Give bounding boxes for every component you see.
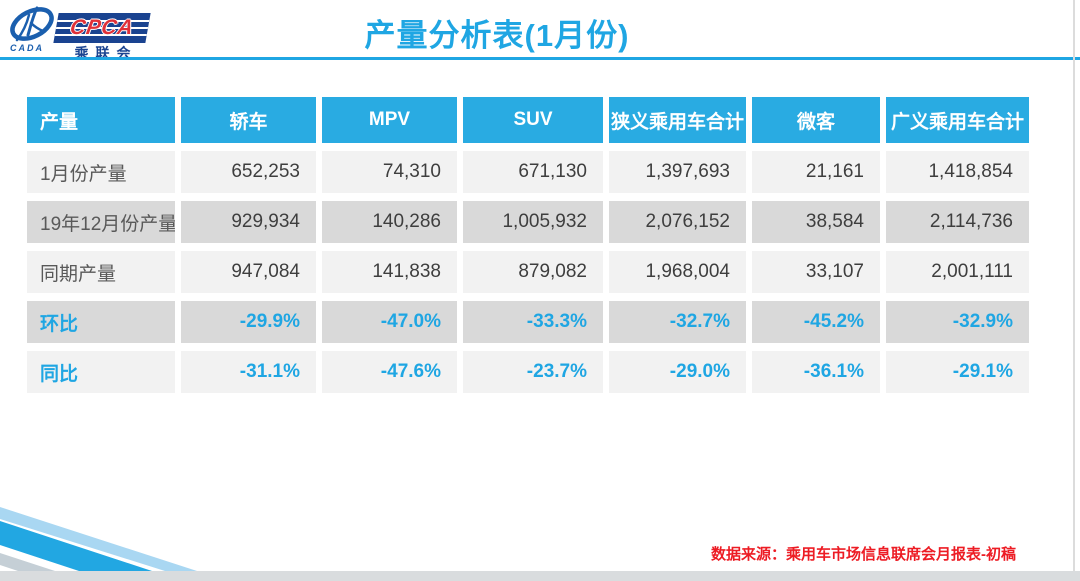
cell: -36.1% [752, 351, 880, 393]
cell: -29.1% [886, 351, 1029, 393]
cell: 671,130 [463, 151, 603, 193]
corner-stripes-decoration [0, 507, 197, 571]
cell: -29.0% [609, 351, 746, 393]
cell: -47.0% [322, 301, 457, 343]
cell: 1,968,004 [609, 251, 746, 293]
cell: -47.6% [322, 351, 457, 393]
page-right-edge [1073, 0, 1075, 581]
cell: 947,084 [181, 251, 316, 293]
header-divider [0, 57, 1080, 60]
cell: -33.3% [463, 301, 603, 343]
cada-label: CADA [10, 43, 44, 53]
column-header-0: 产量 [27, 97, 175, 143]
table-row: 同比 -31.1% -47.6% -23.7% -29.0% -36.1% -29.1% [27, 351, 1029, 393]
cell: 2,076,152 [609, 201, 746, 243]
cell: 879,082 [463, 251, 603, 293]
row-label: 1月份产量 [27, 151, 175, 193]
cell: 21,161 [752, 151, 880, 193]
cell: -31.1% [181, 351, 316, 393]
page-bottom-bar [0, 571, 1080, 581]
row-label: 环比 [27, 301, 175, 343]
cell: 1,418,854 [886, 151, 1029, 193]
cell: -32.9% [886, 301, 1029, 343]
cell: -32.7% [609, 301, 746, 343]
column-header-6: 广义乘用车合计 [886, 97, 1029, 143]
cell: 2,001,111 [886, 251, 1029, 293]
cell: 929,934 [181, 201, 316, 243]
row-label: 同期产量 [27, 251, 175, 293]
table-row: 1月份产量 652,253 74,310 671,130 1,397,693 21,161… [27, 151, 1029, 193]
cell: -29.9% [181, 301, 316, 343]
column-header-5: 微客 [752, 97, 880, 143]
column-header-2: MPV [322, 97, 457, 143]
page-title: 产量分析表(1月份) [364, 18, 630, 53]
production-table: 产量 轿车 MPV SUV 狭义乘用车合计 微客 广义乘用车合计 1月份产量 652,253 7… [21, 89, 1035, 401]
row-label: 19年12月份产量 [27, 201, 175, 243]
cell: -45.2% [752, 301, 880, 343]
cell: 141,838 [322, 251, 457, 293]
cell: -23.7% [463, 351, 603, 393]
table-row: 19年12月份产量 929,934 140,286 1,005,932 2,076,15… [27, 201, 1029, 243]
column-header-4: 狭义乘用车合计 [609, 97, 746, 143]
header-band: CADA CPCA 乘联会 产量分析表(1月份) [0, 0, 1080, 61]
data-source-note: 数据来源：乘用车市场信息联席会月报表-初稿 [711, 546, 1016, 563]
table-row: 环比 -29.9% -47.0% -33.3% -32.7% -45.2% -32.9% [27, 301, 1029, 343]
cell: 140,286 [322, 201, 457, 243]
cell: 1,397,693 [609, 151, 746, 193]
cell: 38,584 [752, 201, 880, 243]
cell: 2,114,736 [886, 201, 1029, 243]
cell: 33,107 [752, 251, 880, 293]
table-row: 同期产量 947,084 141,838 879,082 1,968,004 33,107… [27, 251, 1029, 293]
row-label: 同比 [27, 351, 175, 393]
column-header-1: 轿车 [181, 97, 316, 143]
cell: 74,310 [322, 151, 457, 193]
cell: 1,005,932 [463, 201, 603, 243]
cell: 652,253 [181, 151, 316, 193]
column-header-3: SUV [463, 97, 603, 143]
cada-emblem-icon [10, 6, 54, 42]
table-body: 1月份产量 652,253 74,310 671,130 1,397,693 21,161… [27, 151, 1029, 393]
table-header-row: 产量 轿车 MPV SUV 狭义乘用车合计 微客 广义乘用车合计 [27, 97, 1029, 143]
